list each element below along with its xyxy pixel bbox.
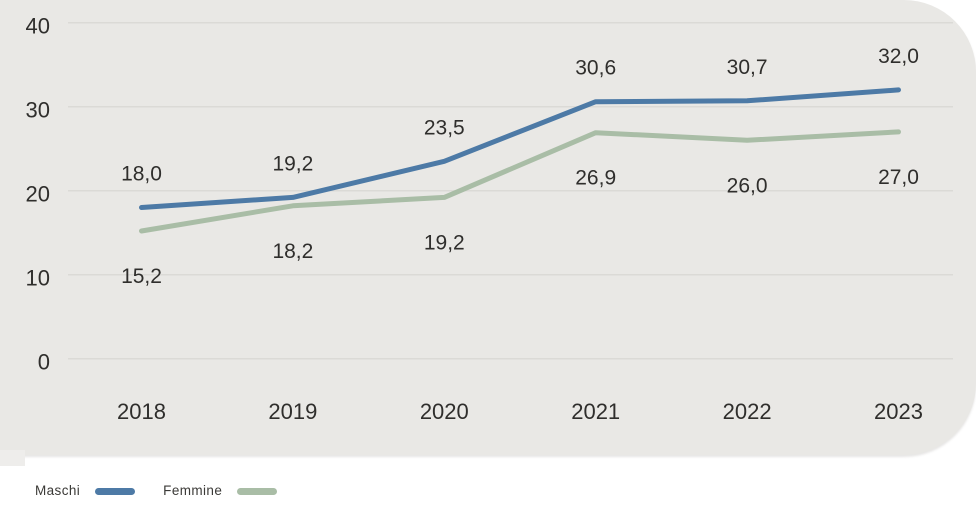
y-tick-label: 30: [26, 98, 50, 123]
x-tick-label: 2019: [268, 399, 317, 424]
series-line-femmine: [139, 129, 901, 234]
y-tick-label: 20: [26, 182, 50, 207]
data-label-femmine: 26,0: [727, 174, 768, 197]
maschi-line-swatch: [95, 487, 136, 495]
femmine-line-swatch: [237, 487, 278, 495]
x-tick-label: 2021: [571, 399, 620, 424]
y-tick-label: 10: [26, 266, 50, 291]
legend-label-maschi: Maschi: [35, 483, 81, 498]
data-label-femmine: 18,2: [272, 240, 313, 263]
x-tick-label: 2023: [874, 399, 923, 424]
y-tick-label: 40: [26, 14, 50, 39]
data-label-femmine: 26,9: [575, 167, 616, 190]
legend-item-maschi: Maschi: [35, 482, 136, 500]
legend-label-femmine: Femmine: [163, 483, 223, 498]
y-tick-label: 0: [38, 350, 50, 375]
data-label-femmine: 19,2: [424, 231, 465, 254]
series-line-maschi: [139, 87, 901, 210]
x-tick-label: 2022: [723, 399, 772, 424]
data-label-femmine: 27,0: [878, 166, 919, 189]
x-tick-label: 2020: [420, 399, 469, 424]
data-label-maschi: 19,2: [272, 152, 313, 175]
data-label-maschi: 23,5: [424, 116, 465, 139]
chart-legend: Maschi Femmine: [35, 482, 278, 500]
data-label-maschi: 18,0: [121, 163, 162, 186]
data-label-maschi: 32,0: [878, 45, 919, 68]
data-label-femmine: 15,2: [121, 265, 162, 288]
line-chart: 0 10 20 30 40 2018 2019 2020 2021 2022 2023 18,0 19,…: [26, 14, 953, 424]
data-label-maschi: 30,6: [575, 57, 616, 80]
x-tick-label: 2018: [117, 399, 166, 424]
data-label-maschi: 30,7: [727, 56, 768, 79]
legend-item-femmine: Femmine: [163, 482, 278, 500]
panel-edge-artifact: [0, 450, 25, 466]
